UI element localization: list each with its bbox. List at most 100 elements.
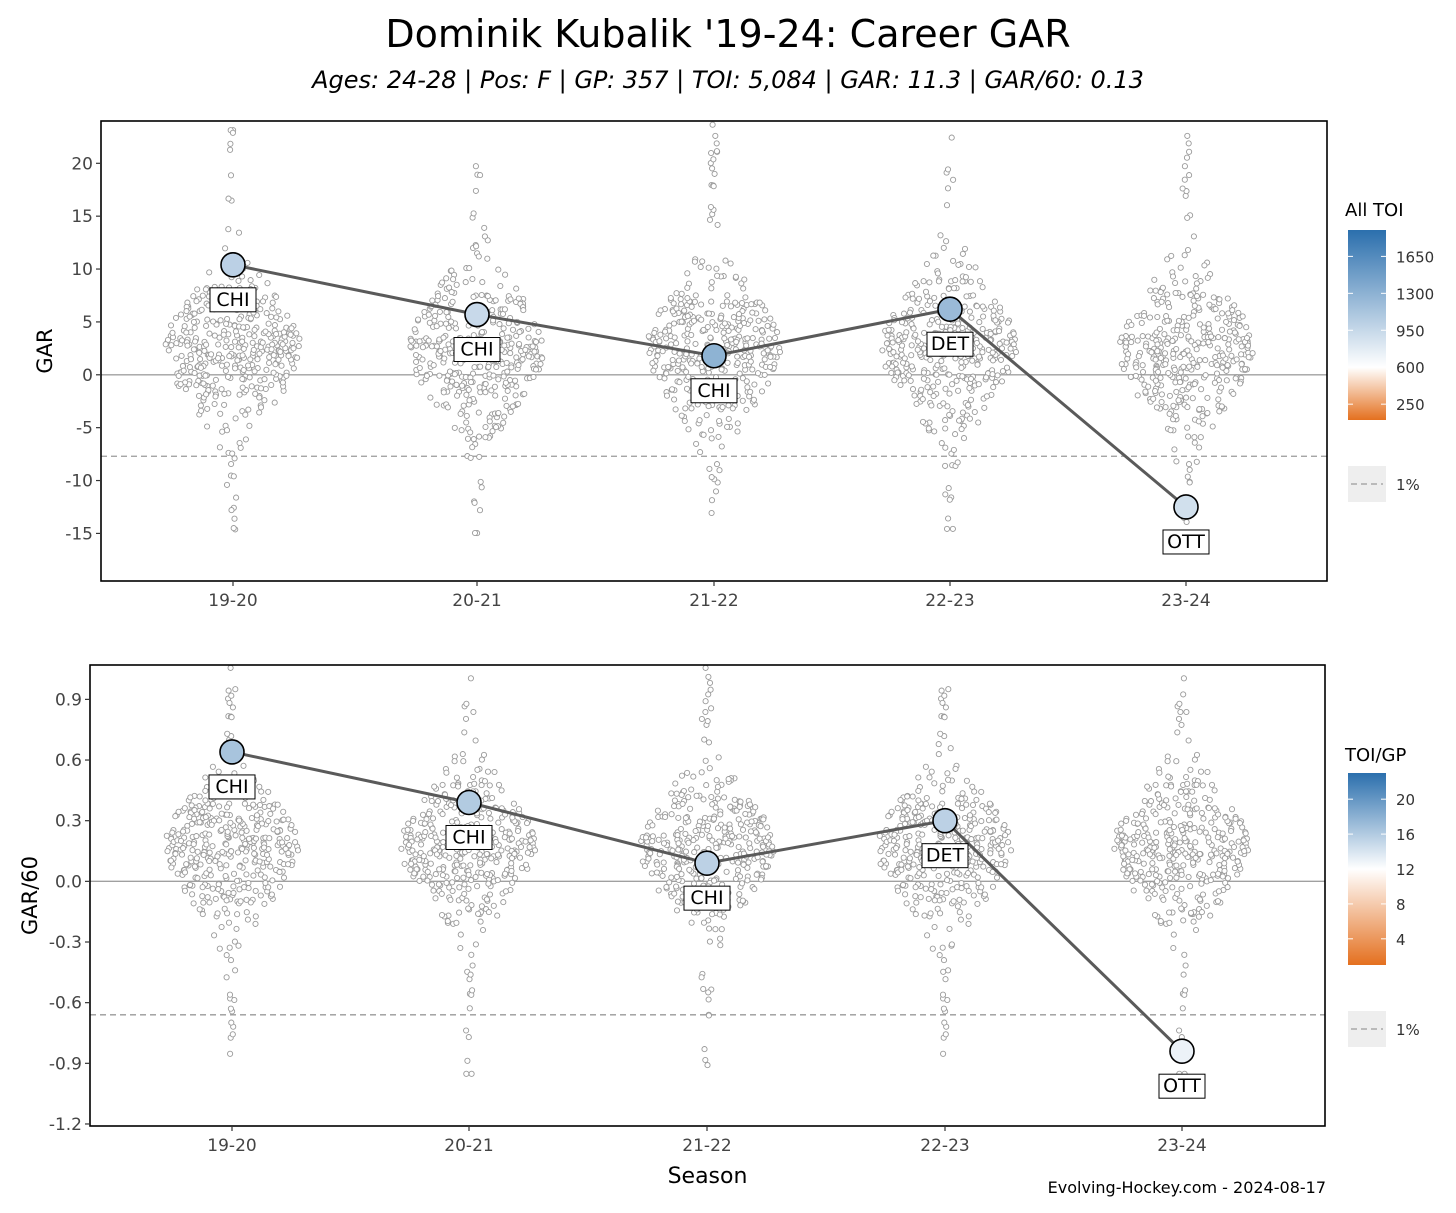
league-dot-19-20 xyxy=(262,879,269,887)
league-dot-23-24 xyxy=(1141,881,1149,888)
league-dot-23-24 xyxy=(1157,918,1164,925)
league-dot-22-23 xyxy=(914,346,921,353)
league-dot-19-20 xyxy=(254,867,261,874)
league-dot-20-21 xyxy=(448,318,455,325)
league-dot-23-24 xyxy=(1128,333,1135,340)
league-dot-23-24 xyxy=(1166,861,1173,868)
league-dot-22-23 xyxy=(902,294,909,301)
league-dot-22-23 xyxy=(943,870,951,877)
league-dot-23-24 xyxy=(1179,826,1186,833)
league-dot-20-21 xyxy=(447,383,454,390)
league-dot-22-23 xyxy=(952,834,959,841)
league-dot-22-23 xyxy=(942,425,949,432)
league-dot-23-24 xyxy=(1197,434,1204,441)
league-dot-22-23 xyxy=(925,895,932,902)
league-dot-22-23 xyxy=(889,363,896,370)
league-dot-20-21 xyxy=(478,484,485,491)
league-dot-22-23 xyxy=(931,923,938,931)
league-dot-22-23 xyxy=(910,325,917,332)
league-dot-19-20 xyxy=(240,345,247,352)
league-dot-23-24 xyxy=(1158,398,1165,406)
league-dot-19-20 xyxy=(211,932,218,939)
league-dot-19-20 xyxy=(191,863,198,870)
league-dot-22-23 xyxy=(963,777,970,784)
team-label-box xyxy=(921,843,969,869)
league-dot-21-22 xyxy=(709,837,716,844)
league-dot-22-23 xyxy=(944,996,951,1004)
league-dot-19-20 xyxy=(181,869,189,876)
league-dot-21-22 xyxy=(683,368,690,376)
league-dot-23-24 xyxy=(1190,233,1197,240)
league-dot-20-21 xyxy=(465,905,472,912)
league-dot-23-24 xyxy=(1160,802,1168,809)
league-dot-23-24 xyxy=(1176,839,1183,846)
league-dot-19-20 xyxy=(258,820,266,827)
league-dot-23-24 xyxy=(1192,839,1199,846)
league-dot-19-20 xyxy=(287,331,294,338)
league-dot-22-23 xyxy=(883,340,890,347)
league-dot-20-21 xyxy=(443,377,450,384)
league-dot-23-24 xyxy=(1157,289,1164,296)
league-dot-23-24 xyxy=(1191,439,1198,446)
league-dot-23-24 xyxy=(1221,335,1228,342)
league-dot-19-20 xyxy=(246,374,253,381)
league-dot-22-23 xyxy=(944,877,951,884)
league-dot-21-22 xyxy=(698,715,705,723)
league-dot-22-23 xyxy=(950,446,957,453)
league-dot-22-23 xyxy=(973,796,980,803)
league-dot-19-20 xyxy=(223,897,230,904)
league-dot-21-22 xyxy=(765,380,772,387)
league-dot-20-21 xyxy=(412,851,419,858)
league-dot-21-22 xyxy=(659,872,666,879)
league-dot-19-20 xyxy=(250,346,257,353)
y-tick-label: 5 xyxy=(82,313,93,333)
league-dot-20-21 xyxy=(455,783,462,790)
league-dot-21-22 xyxy=(700,985,707,993)
league-dot-23-24 xyxy=(1166,304,1173,311)
league-dot-22-23 xyxy=(950,176,957,183)
league-dot-19-20 xyxy=(209,885,216,892)
league-dot-19-20 xyxy=(275,356,282,363)
league-dot-23-24 xyxy=(1181,176,1188,183)
league-dot-20-21 xyxy=(449,879,456,886)
league-dot-22-23 xyxy=(939,944,946,951)
league-dot-23-24 xyxy=(1137,877,1144,884)
league-dot-21-22 xyxy=(699,258,706,265)
league-dot-21-22 xyxy=(732,875,739,882)
league-dot-22-23 xyxy=(942,444,949,451)
league-dot-22-23 xyxy=(991,298,998,305)
league-dot-20-21 xyxy=(514,827,522,835)
league-dot-21-22 xyxy=(711,877,718,884)
league-dot-21-22 xyxy=(759,858,766,865)
league-dot-20-21 xyxy=(496,321,503,328)
league-dot-21-22 xyxy=(662,813,669,821)
league-dot-19-20 xyxy=(196,906,203,913)
league-dot-22-23 xyxy=(894,369,901,376)
league-dot-23-24 xyxy=(1183,322,1190,329)
league-dot-23-24 xyxy=(1230,317,1238,324)
league-dot-20-21 xyxy=(478,869,485,876)
league-dot-20-21 xyxy=(416,877,423,884)
league-dot-20-21 xyxy=(503,402,510,409)
league-dot-23-24 xyxy=(1173,458,1180,465)
league-dot-22-23 xyxy=(920,278,927,285)
league-dot-23-24 xyxy=(1118,334,1125,341)
league-dot-19-20 xyxy=(227,957,235,964)
league-dot-19-20 xyxy=(216,803,223,810)
league-dot-21-22 xyxy=(648,870,655,877)
league-dot-23-24 xyxy=(1189,788,1196,795)
league-dot-22-23 xyxy=(966,308,973,315)
league-dot-21-22 xyxy=(708,435,715,442)
team-label-box xyxy=(209,287,257,313)
league-dot-20-21 xyxy=(420,853,427,860)
league-dot-21-22 xyxy=(670,320,678,327)
league-dot-23-24 xyxy=(1128,321,1135,329)
league-dot-20-21 xyxy=(443,769,450,776)
league-dot-21-22 xyxy=(721,335,728,342)
league-dot-23-24 xyxy=(1236,322,1243,329)
league-dot-23-24 xyxy=(1172,279,1179,287)
league-dot-23-24 xyxy=(1200,324,1207,331)
league-dot-23-24 xyxy=(1171,446,1178,453)
league-dot-23-24 xyxy=(1135,829,1142,836)
league-dot-19-20 xyxy=(236,439,243,447)
